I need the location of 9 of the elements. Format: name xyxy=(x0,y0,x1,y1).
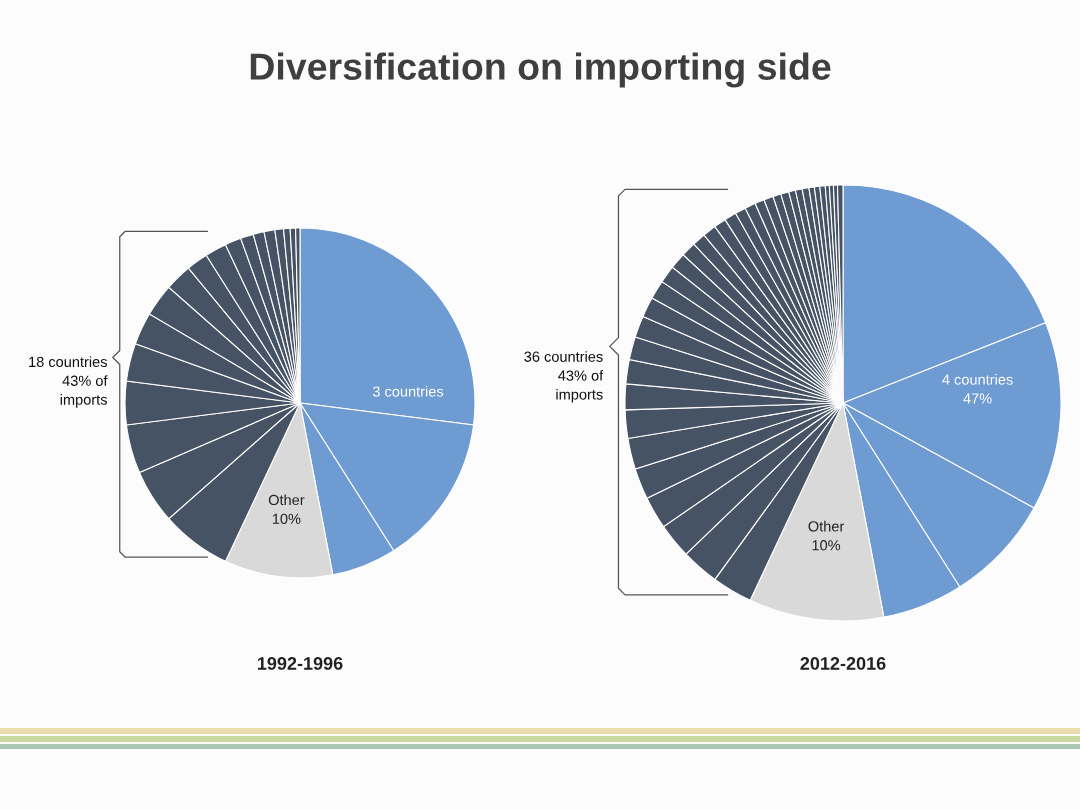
text: Other 10% xyxy=(268,494,305,524)
text: 2012-2016 xyxy=(800,657,886,670)
text: 4 countries 47% xyxy=(942,374,1013,404)
text: Other 10% xyxy=(808,520,845,551)
text: 18 countries 43% of imports xyxy=(29,356,108,408)
text: 1992-1996 xyxy=(257,657,343,670)
chart-title: Diversification on importing side xyxy=(250,52,831,88)
text: 3 countries xyxy=(372,385,444,397)
text: 36 countries 43% of imports xyxy=(524,351,604,403)
